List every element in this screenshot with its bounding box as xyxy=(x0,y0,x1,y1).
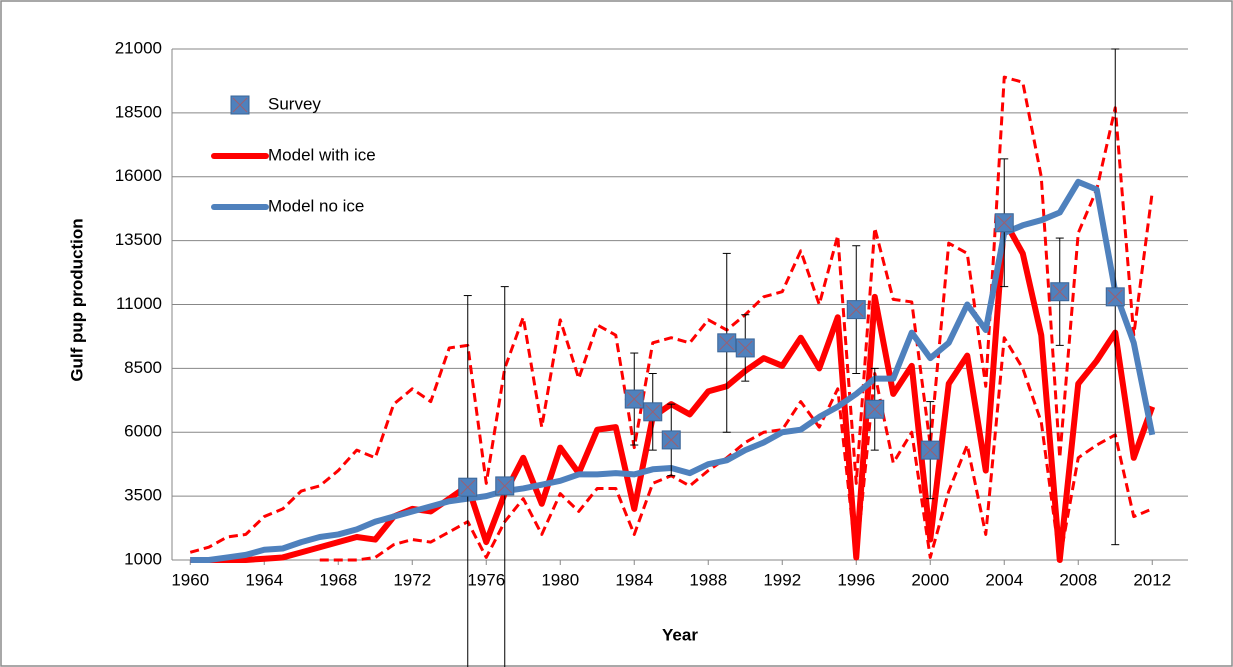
marker-cross xyxy=(848,302,864,317)
marker-cross xyxy=(719,335,735,351)
y-axis-label: Gulf pup production xyxy=(67,218,86,381)
x-tick-label: 1992 xyxy=(763,570,801,589)
marker-cross xyxy=(460,479,476,495)
x-tick-label: 1968 xyxy=(319,570,357,589)
y-tick-label: 18500 xyxy=(115,102,162,121)
y-tick-label: 13500 xyxy=(115,230,162,249)
x-tick-label: 1976 xyxy=(467,570,505,589)
x-tick-label: 2008 xyxy=(1059,570,1097,589)
x-tick-label: 1996 xyxy=(837,570,875,589)
x-tick-label: 2004 xyxy=(985,570,1023,589)
y-tick-label: 8500 xyxy=(124,358,162,377)
y-tick-label: 1000 xyxy=(124,549,162,568)
y-tick-label: 21000 xyxy=(115,38,162,57)
y-tick-label: 6000 xyxy=(124,422,162,441)
x-tick-label: 1964 xyxy=(245,570,283,589)
y-tick-label: 3500 xyxy=(124,486,162,505)
y-tick-label: 16000 xyxy=(115,166,162,185)
x-tick-label: 1988 xyxy=(689,570,727,589)
band-line xyxy=(189,75,1154,554)
marker-cross xyxy=(867,401,883,417)
marker-cross xyxy=(626,391,642,407)
y-tick-label: 11000 xyxy=(116,294,162,313)
marker-cross xyxy=(232,97,248,113)
marker-cross xyxy=(645,404,661,420)
x-tick-label: 2012 xyxy=(1133,570,1171,589)
legend-label: Model no ice xyxy=(268,196,364,215)
marker-cross xyxy=(497,478,513,494)
x-tick-label: 1984 xyxy=(615,570,653,589)
x-tick-label: 1980 xyxy=(541,570,579,589)
legend-label: Survey xyxy=(268,94,321,113)
marker-cross xyxy=(922,442,938,458)
marker-cross xyxy=(663,432,679,448)
band-line xyxy=(319,336,1153,562)
x-tick-label: 1960 xyxy=(171,570,209,589)
x-tick-label: 1972 xyxy=(393,570,431,589)
legend-label: Model with ice xyxy=(268,145,376,164)
marker-cross xyxy=(737,340,753,356)
marker-cross xyxy=(1107,289,1123,305)
x-axis-label: Year xyxy=(662,625,698,644)
x-tick-label: 2000 xyxy=(911,570,949,589)
marker-cross xyxy=(996,215,1012,231)
marker-cross xyxy=(1052,284,1068,300)
